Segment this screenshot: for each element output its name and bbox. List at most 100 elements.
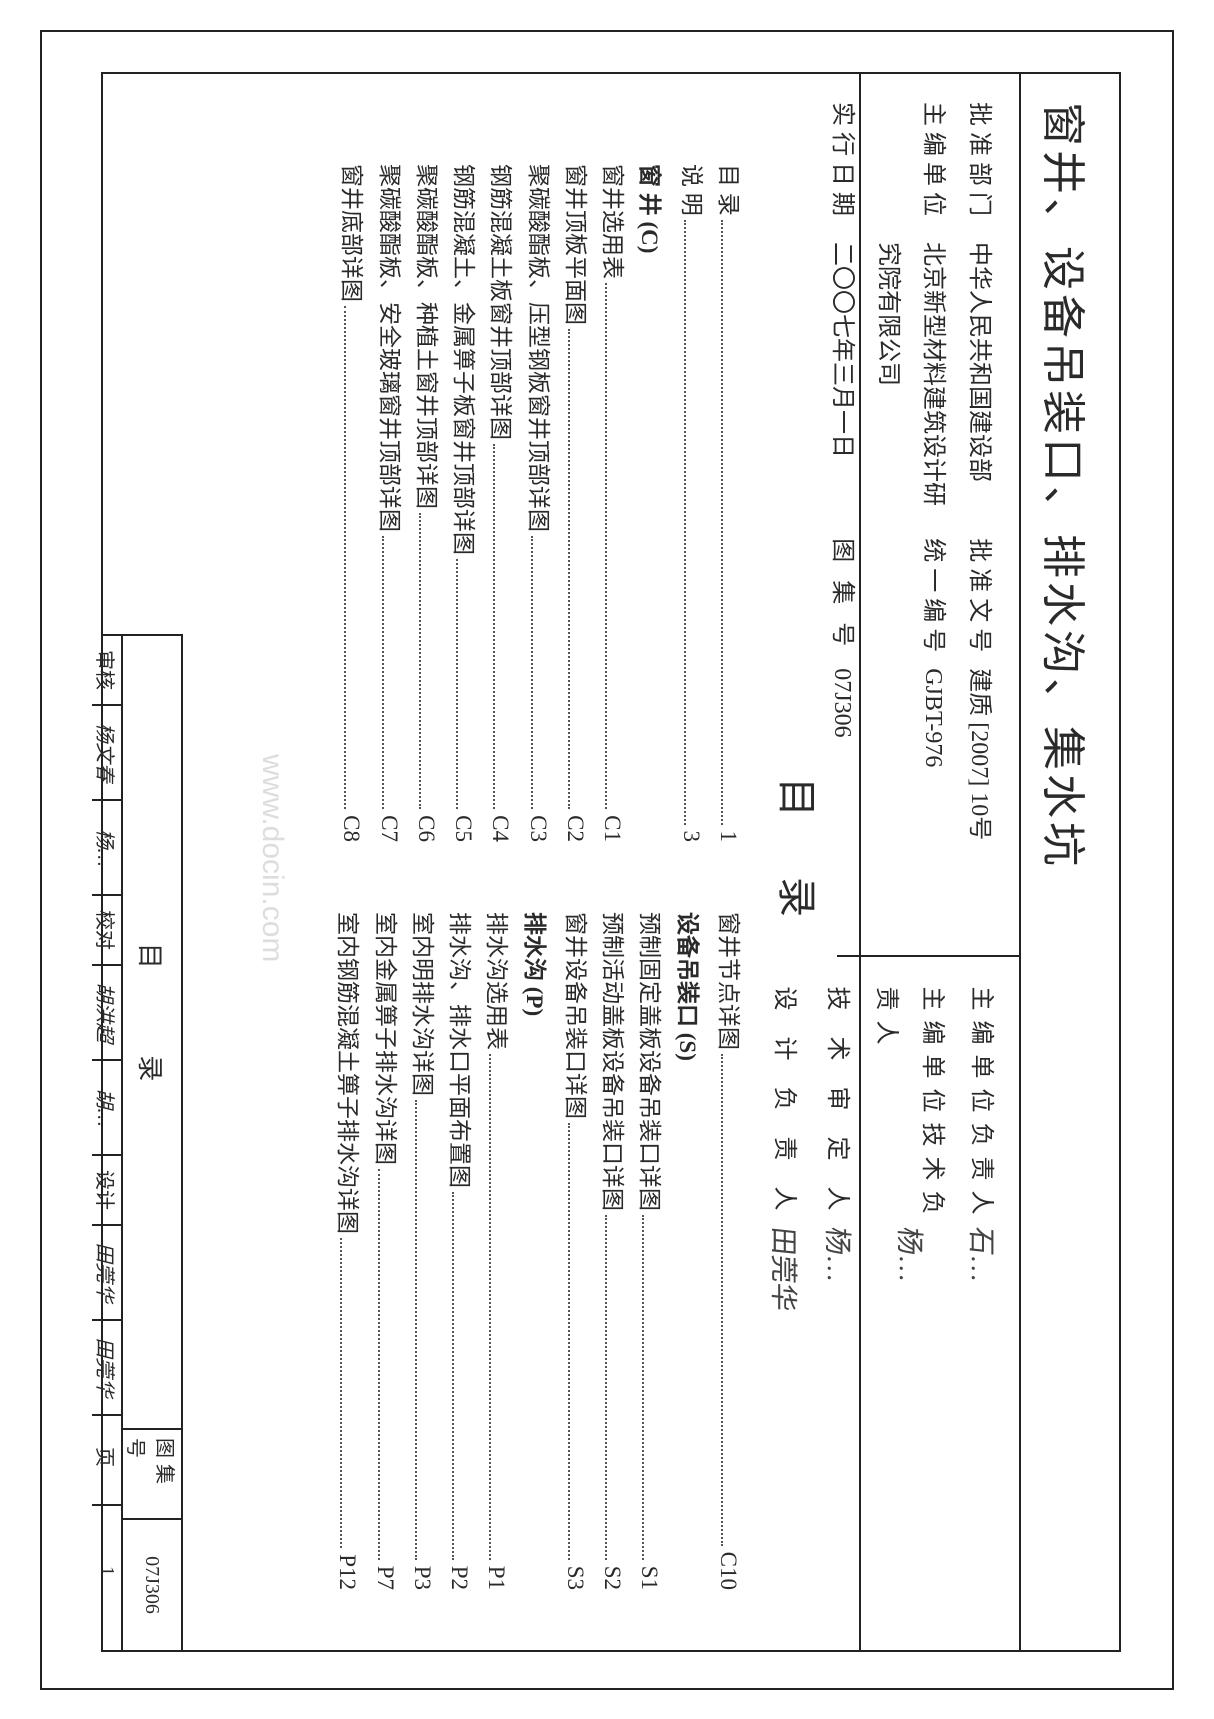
toc-leader <box>345 306 347 809</box>
toc-leader <box>605 1215 607 1560</box>
toc-entry-title: 窗井选用表 <box>594 164 631 279</box>
toc-entry-page: C6 <box>408 815 445 842</box>
meta-key: 批准部门 <box>955 102 1001 242</box>
watermark: www.docin.com <box>255 754 289 962</box>
toc-entry-page: C4 <box>482 815 519 842</box>
toc-entry-page: C10 <box>710 1552 747 1590</box>
meta-val2: 建质 [2007] 10号 <box>955 668 1001 934</box>
toc-entry-title: 钢筋混凝土板窗井顶部详图 <box>482 164 519 440</box>
tb-role-sig: 胡… <box>92 1061 121 1156</box>
signature: 石… <box>954 1224 1007 1286</box>
toc-leader <box>494 444 496 809</box>
toc-leader <box>721 220 723 825</box>
toc-entry-page: C2 <box>557 815 594 842</box>
toc-entry-title: 室内钢筋混凝土箅子排水沟详图 <box>329 912 366 1234</box>
toc-entry-title: 窗井设备吊装口详图 <box>557 912 594 1119</box>
header-block: 窗井、设备吊装口、排水沟、集水坑 批准部门中华人民共和国建设部批准文号建质 [2… <box>859 74 1119 1650</box>
toc-leader <box>531 536 533 809</box>
toc-leader <box>378 1169 380 1560</box>
toc-entry-page: C5 <box>445 815 482 842</box>
toc-entry-title: 聚碳酸酯板、安全玻璃窗井顶部详图 <box>371 164 408 532</box>
tb-role-key: 校对 <box>92 896 121 966</box>
meta-val: 中华人民共和国建设部 <box>955 242 1001 508</box>
meta-val: 北京新型材料建筑设计研究院有限公司 <box>864 242 955 508</box>
toc-section: 窗 井 (C) <box>631 164 668 253</box>
role-key: 主编单位技术负责人 <box>863 987 954 1227</box>
drawing-sheet: 窗井、设备吊装口、排水沟、集水坑 批准部门中华人民共和国建设部批准文号建质 [2… <box>42 32 1176 1692</box>
meta-right-col: 主编单位负责人石…主编单位技术负责人杨…技 术 审 定 人杨…设 计 负 责 人… <box>837 957 1019 1650</box>
toc-entry-title: 说 明 <box>673 164 710 216</box>
toc-entry-page: P7 <box>367 1566 404 1590</box>
toc-leader <box>490 1054 492 1560</box>
toc-entry-page: P2 <box>441 1566 478 1590</box>
toc-heading: 目录 <box>771 164 829 1590</box>
toc-leader <box>452 1192 454 1560</box>
toc-leader <box>341 1238 343 1548</box>
toc-entry-title: 钢筋混凝土、金属箅子板窗井顶部详图 <box>445 164 482 555</box>
signature: 杨… <box>882 1224 935 1286</box>
drawing-frame: 窗井、设备吊装口、排水沟、集水坑 批准部门中华人民共和国建设部批准文号建质 [2… <box>101 72 1121 1652</box>
toc-entry-page: P3 <box>404 1566 441 1590</box>
toc-entry-title: 排水沟、排水口平面布置图 <box>441 912 478 1188</box>
toc-col-right: 窗井节点详图 C10 设备吊装口 (S)预制固定盖板设备吊装口详图 S1 预制活动盖板设… <box>329 912 747 1590</box>
scan-page: 窗井、设备吊装口、排水沟、集水坑 批准部门中华人民共和国建设部批准文号建质 [2… <box>40 30 1174 1690</box>
meta-key: 主编单位 <box>864 102 955 242</box>
toc-entry-title: 室内明排水沟详图 <box>404 912 441 1096</box>
toc-entry-title: 聚碳酸酯板、种植土窗井顶部详图 <box>408 164 445 509</box>
toc-leader <box>415 1100 417 1560</box>
tb-page-key: 页 <box>92 1416 121 1506</box>
toc-entry-title: 预制活动盖板设备吊装口详图 <box>594 912 631 1211</box>
toc-leader <box>568 1123 570 1560</box>
meta-left-col: 批准部门中华人民共和国建设部批准文号建质 [2007] 10号 主编单位北京新型材… <box>837 74 1019 957</box>
toc-leader <box>419 513 421 809</box>
toc-leader <box>456 559 458 809</box>
tb-album-key: 图集号 <box>123 1430 181 1520</box>
toc-entry-page: P1 <box>478 1566 515 1590</box>
tb-role-sig: 杨… <box>92 801 121 896</box>
toc-leader <box>721 1054 723 1546</box>
sheet-title: 窗井、设备吊装口、排水沟、集水坑 <box>1019 74 1119 1650</box>
tb-role-sig: 田莞华 <box>92 1226 121 1321</box>
toc-entry-page: 1 <box>710 831 747 843</box>
role-key: 主编单位负责人 <box>958 987 1004 1227</box>
toc-entry-page: 3 <box>673 831 710 843</box>
toc-section: 排水沟 (P) <box>516 912 553 1016</box>
toc-entry-title: 目 录 <box>710 164 747 216</box>
toc-leader <box>643 1215 645 1560</box>
toc-entry-title: 窗井顶板平面图 <box>557 164 594 325</box>
toc-entry-title: 预制固定盖板设备吊装口详图 <box>631 912 668 1211</box>
tb-page-val: 1 <box>92 1506 121 1636</box>
tb-role-key: 审核 <box>92 636 121 706</box>
toc-leader <box>382 536 384 809</box>
tb-role-sig: 胡洪超 <box>92 966 121 1061</box>
tb-role-key: 设计 <box>92 1156 121 1226</box>
toc-leader <box>684 220 686 825</box>
toc-entry-page: S1 <box>631 1566 668 1590</box>
toc-col-left: 目 录 1 说 明 3 窗 井 (C)窗井选用表 C1 窗井顶板平面图 C2 聚碳酸酯板、压型钢… <box>329 164 747 842</box>
toc-leader <box>568 329 570 809</box>
toc-section: 设备吊装口 (S) <box>669 912 706 1061</box>
tb-heading: 目 录 <box>123 636 181 1430</box>
tb-role-sig: 杨文春 <box>92 706 121 801</box>
toc-entry-page: C7 <box>371 815 408 842</box>
meta-key2: 统一编号 <box>864 538 955 668</box>
toc-leader <box>605 283 607 809</box>
toc-entry-title: 窗井节点详图 <box>710 912 747 1050</box>
toc-entry-page: C1 <box>594 815 631 842</box>
title-block: 目 录 图集号 07J306 审核杨文春杨…校对胡洪超胡…设计田莞华田莞华页1 <box>103 634 183 1650</box>
toc-entry-page: C3 <box>520 815 557 842</box>
tb-album-val: 07J306 <box>123 1520 181 1650</box>
toc-entry-title: 室内金属箅子排水沟详图 <box>367 912 404 1165</box>
toc-entry-title: 窗井底部详图 <box>333 164 370 302</box>
toc-entry-page: S2 <box>594 1566 631 1590</box>
toc-entry-page: C8 <box>333 815 370 842</box>
toc-entry-page: P12 <box>329 1554 366 1590</box>
meta-table: 批准部门中华人民共和国建设部批准文号建质 [2007] 10号 主编单位北京新型材… <box>837 74 1019 1650</box>
tb-role-sig: 田莞华 <box>92 1321 121 1416</box>
toc-body: 目录 目 录 1 说 明 3 窗 井 (C)窗井选用表 C1 窗井顶板平面图 C2 聚碳酸酯板、… <box>103 74 859 1650</box>
toc-entry-title: 排水沟选用表 <box>478 912 515 1050</box>
meta-key2: 批准文号 <box>955 538 1001 668</box>
toc-entry-page: S3 <box>557 1566 594 1590</box>
toc-entry-title: 聚碳酸酯板、压型钢板窗井顶部详图 <box>520 164 557 532</box>
meta-val2: GJBT-976 <box>864 668 955 934</box>
